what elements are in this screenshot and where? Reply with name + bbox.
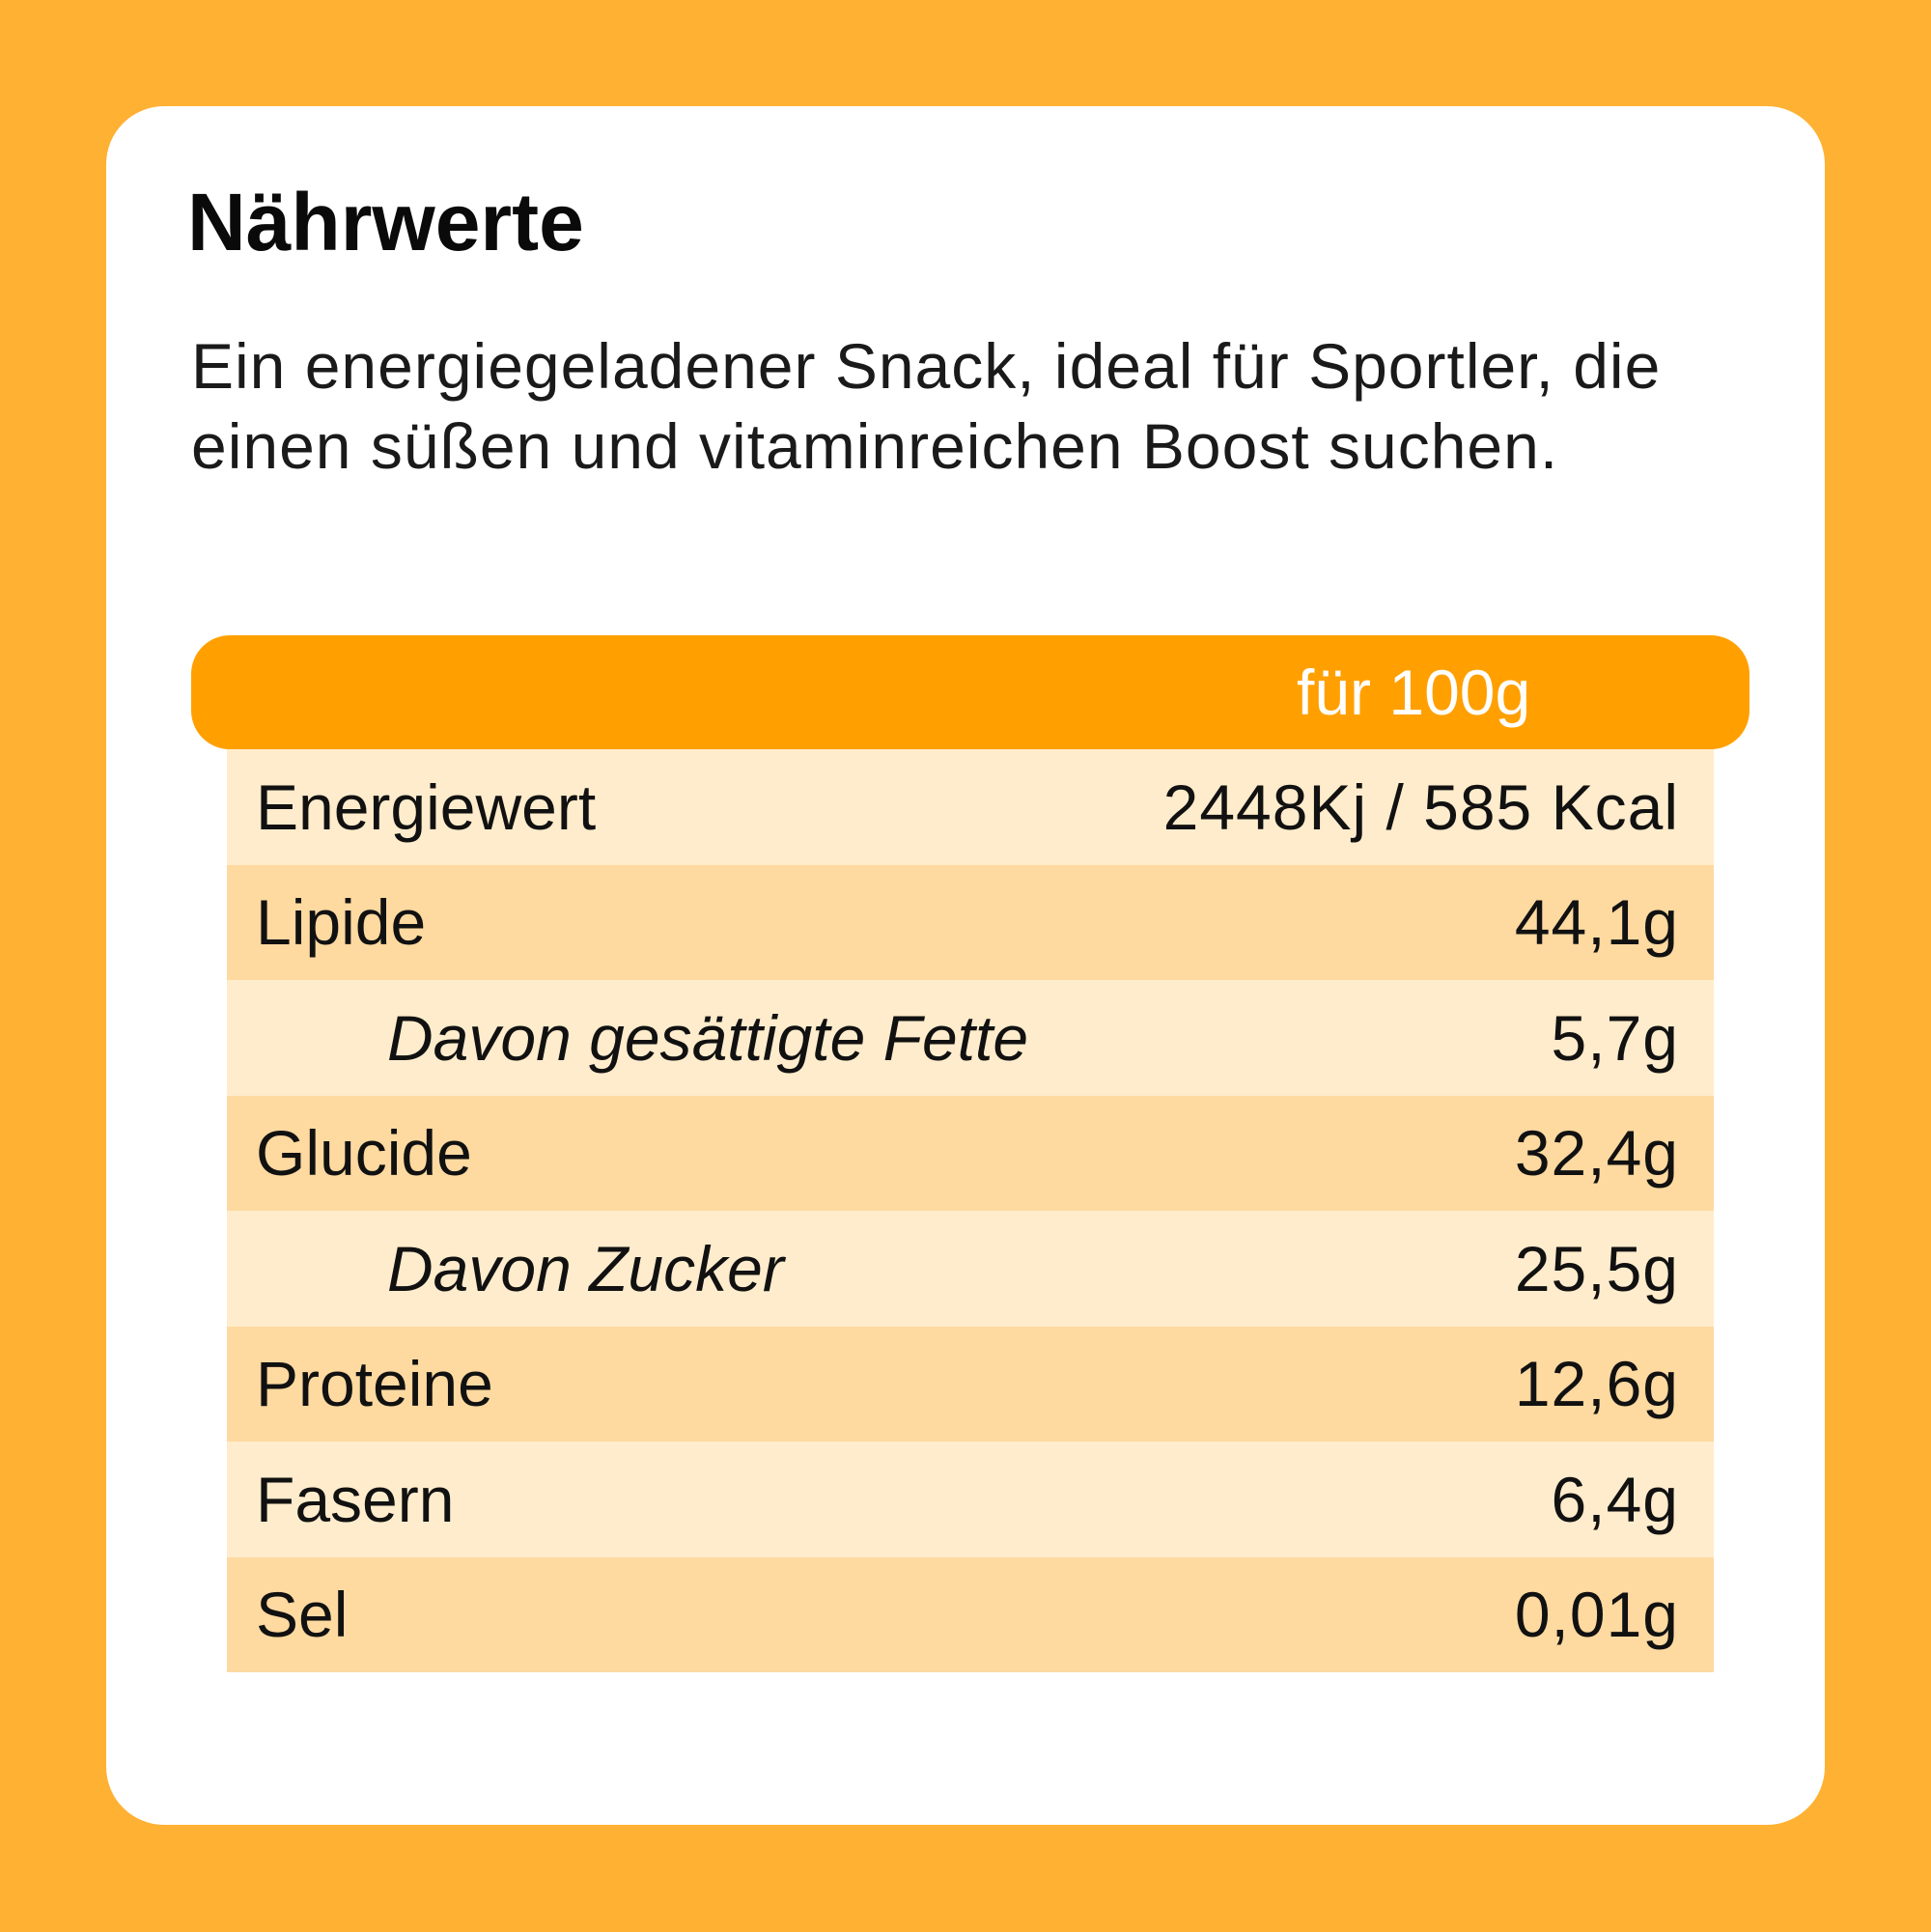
table-body: Energiewert 2448Kj / 585 Kcal Lipide 44,… xyxy=(227,749,1714,1672)
row-value: 44,1g xyxy=(1514,886,1679,959)
row-value: 25,5g xyxy=(1514,1232,1679,1304)
row-label: Sel xyxy=(256,1579,349,1651)
table-row-salt: Sel 0,01g xyxy=(227,1556,1714,1672)
row-label: Lipide xyxy=(256,886,427,959)
product-description: Ein energiegeladener Snack, ideal für Sp… xyxy=(191,330,1662,482)
row-label: Glucide xyxy=(256,1117,472,1190)
row-label: Davon Zucker xyxy=(387,1232,784,1304)
nutrition-table: für 100g Energiewert 2448Kj / 585 Kcal L… xyxy=(191,635,1749,1672)
table-row-lipids: Lipide 44,1g xyxy=(227,864,1714,980)
row-value: 12,6g xyxy=(1514,1348,1679,1420)
table-row-saturated-fats: Davon gesättigte Fette 5,7g xyxy=(227,980,1714,1096)
table-header: für 100g xyxy=(191,635,1749,749)
table-row-fibers: Fasern 6,4g xyxy=(227,1442,1714,1557)
row-label: Fasern xyxy=(256,1463,455,1535)
table-row-energy: Energiewert 2448Kj / 585 Kcal xyxy=(227,749,1714,865)
nutrition-card: Nährwerte Ein energiegeladener Snack, id… xyxy=(106,106,1825,1825)
row-value: 5,7g xyxy=(1551,1001,1679,1074)
row-label: Proteine xyxy=(256,1348,493,1420)
row-value: 0,01g xyxy=(1514,1579,1679,1651)
row-label: Davon gesättigte Fette xyxy=(387,1001,1029,1074)
table-header-label: für 100g xyxy=(1297,657,1531,728)
row-label: Energiewert xyxy=(256,770,597,843)
row-value: 6,4g xyxy=(1551,1463,1679,1535)
row-value: 32,4g xyxy=(1514,1117,1679,1190)
table-row-carbohydrates: Glucide 32,4g xyxy=(227,1095,1714,1211)
page-title: Nährwerte xyxy=(187,177,584,267)
table-row-proteins: Proteine 12,6g xyxy=(227,1326,1714,1442)
row-value: 2448Kj / 585 Kcal xyxy=(1162,770,1679,843)
table-row-sugar: Davon Zucker 25,5g xyxy=(227,1211,1714,1327)
